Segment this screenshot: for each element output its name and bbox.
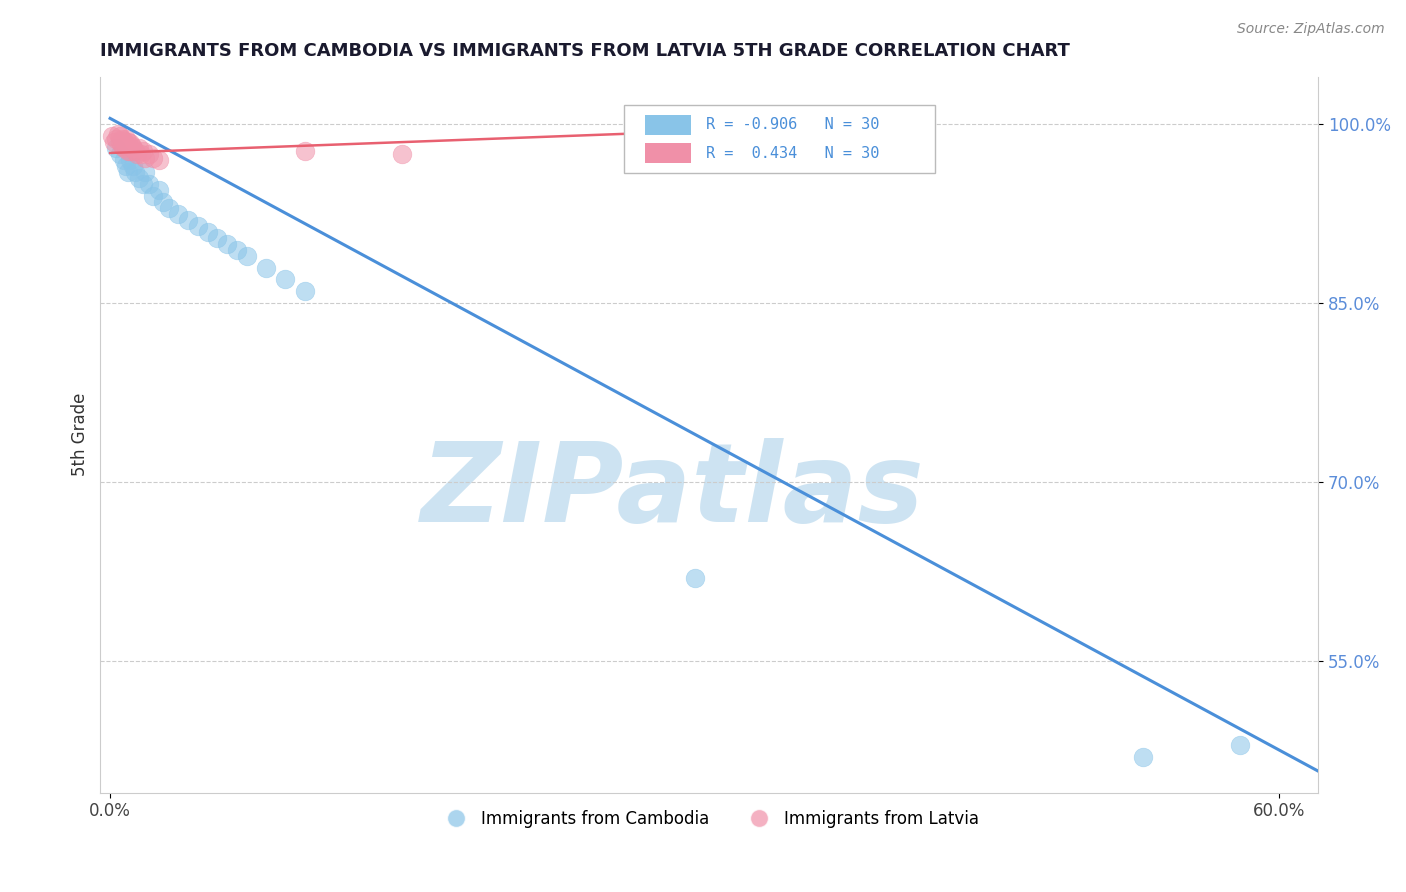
Point	[117, 165, 139, 179]
Point	[101, 129, 124, 144]
Point	[114, 131, 136, 145]
Point	[112, 134, 135, 148]
Point	[108, 129, 131, 144]
Point	[235, 249, 257, 263]
Point	[112, 141, 135, 155]
Point	[626, 141, 648, 155]
Point	[128, 141, 150, 155]
Point	[127, 147, 149, 161]
Text: IMMIGRANTS FROM CAMBODIA VS IMMIGRANTS FROM LATVIA 5TH GRADE CORRELATION CHART: IMMIGRANTS FROM CAMBODIA VS IMMIGRANTS F…	[100, 42, 1070, 60]
Point	[134, 151, 156, 165]
Point	[111, 131, 134, 145]
Point	[138, 147, 160, 161]
Point	[254, 260, 277, 275]
Point	[294, 285, 316, 299]
Point	[187, 219, 209, 233]
Point	[103, 135, 125, 149]
Legend: Immigrants from Cambodia, Immigrants from Latvia: Immigrants from Cambodia, Immigrants fro…	[433, 803, 986, 834]
Point	[118, 144, 141, 158]
Text: ZIPatlas: ZIPatlas	[420, 438, 925, 545]
Point	[122, 141, 145, 155]
Point	[118, 153, 141, 168]
Point	[274, 272, 297, 286]
Point	[207, 230, 229, 244]
Point	[148, 153, 170, 168]
Point	[294, 144, 316, 158]
Point	[142, 189, 165, 203]
Text: R =  0.434   N = 30: R = 0.434 N = 30	[706, 145, 879, 161]
Point	[142, 151, 165, 165]
Point	[124, 165, 146, 179]
Point	[683, 571, 706, 585]
Point	[148, 183, 170, 197]
Point	[177, 212, 200, 227]
Point	[138, 177, 160, 191]
Bar	[645, 114, 690, 135]
Point	[128, 171, 150, 186]
Point	[107, 127, 129, 141]
Point	[108, 147, 131, 161]
Point	[104, 141, 127, 155]
Point	[118, 136, 141, 151]
Point	[152, 194, 174, 209]
Point	[111, 138, 134, 153]
Point	[391, 147, 413, 161]
Point	[108, 135, 131, 149]
Point	[1229, 738, 1251, 752]
Point	[157, 201, 180, 215]
Bar	[645, 144, 690, 163]
Point	[117, 135, 139, 149]
Point	[132, 144, 155, 158]
Point	[132, 177, 155, 191]
Text: R = -0.906   N = 30: R = -0.906 N = 30	[706, 117, 879, 132]
Point	[122, 159, 145, 173]
Point	[114, 138, 136, 153]
Point	[167, 207, 190, 221]
Point	[117, 144, 139, 158]
Point	[114, 159, 136, 173]
Point	[215, 236, 238, 251]
Point	[225, 243, 247, 257]
FancyBboxPatch shape	[624, 105, 935, 173]
Point	[129, 147, 152, 161]
Point	[121, 138, 143, 153]
Point	[197, 225, 219, 239]
Point	[134, 165, 156, 179]
Point	[124, 144, 146, 158]
Point	[104, 131, 127, 145]
Text: Source: ZipAtlas.com: Source: ZipAtlas.com	[1237, 22, 1385, 37]
Point	[1132, 749, 1154, 764]
Point	[112, 153, 135, 168]
Y-axis label: 5th Grade: 5th Grade	[72, 393, 89, 476]
